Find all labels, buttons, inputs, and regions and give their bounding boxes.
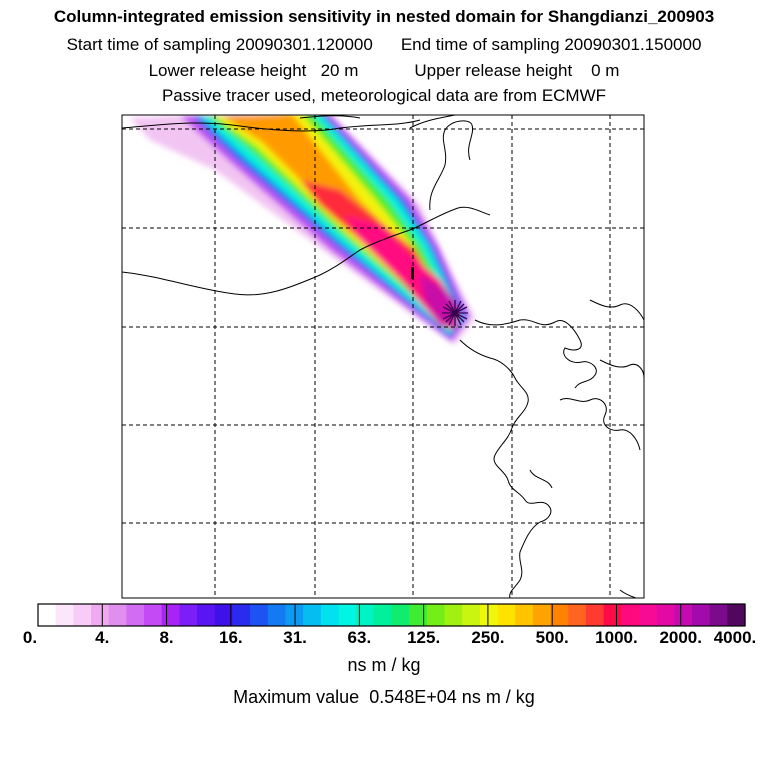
colorbar-swatch: [497, 604, 516, 626]
maximum-value: Maximum value 0.548E+04 ns m / kg: [0, 687, 768, 708]
release-heights: Lower release height 20 m Upper release h…: [0, 61, 768, 81]
upper-label: Upper release height: [414, 61, 573, 80]
colorbar-tick-label: 250.: [471, 628, 505, 647]
colorbar-tick-label: 4000.: [713, 628, 757, 647]
colorbar-swatch: [250, 604, 269, 626]
colorbar-tick-label: 31.: [283, 628, 307, 647]
colorbar-tick-label: 63.: [347, 628, 372, 647]
colorbar-swatch: [161, 604, 181, 626]
receptor-star-icon: [442, 300, 468, 326]
colorbar-swatch: [727, 604, 746, 626]
lower-value: 20 m: [320, 61, 359, 80]
colorbar-swatch: [515, 604, 534, 626]
colorbar-swatch: [285, 604, 304, 626]
colorbar-tick-label: 1000.: [595, 628, 638, 647]
colorbar-swatch: [568, 604, 587, 626]
colorbar-swatch: [674, 604, 693, 626]
colorbar-swatch: [197, 604, 216, 626]
colorbar-tick-label: 16.: [218, 628, 243, 647]
upper-value: 0 m: [591, 61, 620, 80]
colorbar-swatch: [462, 604, 481, 626]
coastline-layer: [122, 115, 644, 598]
colorbar-swatch: [338, 604, 357, 626]
colorbar-swatch: [179, 604, 198, 626]
colorbar-swatch: [91, 604, 110, 626]
start-value: 20090301.120000: [235, 35, 373, 54]
colorbar-swatch: [373, 604, 393, 626]
colorbar-swatch: [709, 604, 728, 626]
small-black-mark: [411, 267, 414, 279]
colorbar-tick-label: 8.: [159, 628, 174, 647]
colorbar-swatch: [638, 604, 658, 626]
end-value: 20090301.150000: [564, 35, 702, 54]
plot-title: Column-integrated emission sensitivity i…: [53, 7, 715, 26]
tracer-note: Passive tracer used, meteorological data…: [161, 86, 607, 105]
colorbar-swatch: [73, 604, 92, 626]
colorbar-tick-label: 0.: [22, 628, 38, 647]
grid-lines: [122, 115, 644, 598]
colorbar-swatch: [426, 604, 446, 626]
maximum-number: 0.548E+04 ns m / kg: [369, 687, 535, 707]
colorbar-swatch: [621, 604, 640, 626]
sampling-times: Start time of sampling 20090301.120000 En…: [0, 35, 768, 55]
colorbar-swatch: [55, 604, 74, 626]
colorbar-swatch: [144, 604, 163, 626]
colorbar-tick-label: 500.: [535, 628, 569, 647]
start-label: Start time of sampling: [66, 35, 231, 54]
colorbar-swatch: [214, 604, 234, 626]
lower-label: Lower release height: [148, 61, 307, 80]
colorbar-tick-label: 2000.: [659, 628, 702, 647]
plume-band-yellow: [214, 115, 454, 328]
end-label: End time of sampling: [400, 35, 560, 54]
colorbar-frame: [37, 603, 746, 627]
map-frame: [121, 114, 645, 599]
colorbar-swatch: [585, 604, 605, 626]
colorbar-swatch: [320, 604, 340, 626]
colorbar-swatch: [267, 604, 287, 626]
colorbar-swatch: [603, 604, 622, 626]
colorbar-swatch: [409, 604, 428, 626]
colorbar-swatch: [479, 604, 499, 626]
colorbar-swatch: [126, 604, 145, 626]
plume-layer: [122, 115, 644, 598]
maximum-label: Maximum value: [233, 687, 360, 707]
colorbar-swatch: [356, 604, 375, 626]
colorbar-swatch: [391, 604, 410, 626]
colorbar-swatch: [656, 604, 675, 626]
colorbar-tick-label: 4.: [95, 628, 110, 647]
colorbar-units: ns m / kg: [347, 655, 421, 675]
colorbar-swatch: [550, 604, 569, 626]
colorbar-swatch: [232, 604, 251, 626]
colorbar-swatch: [303, 604, 322, 626]
colorbar-tick-label: 125.: [407, 628, 441, 647]
colorbar-swatch: [108, 604, 127, 626]
colorbar-swatch: [691, 604, 711, 626]
colorbar-swatch: [38, 604, 57, 626]
colorbar-swatch: [444, 604, 463, 626]
plume-band-dark: [420, 275, 460, 328]
colorbar-swatch: [532, 604, 552, 626]
